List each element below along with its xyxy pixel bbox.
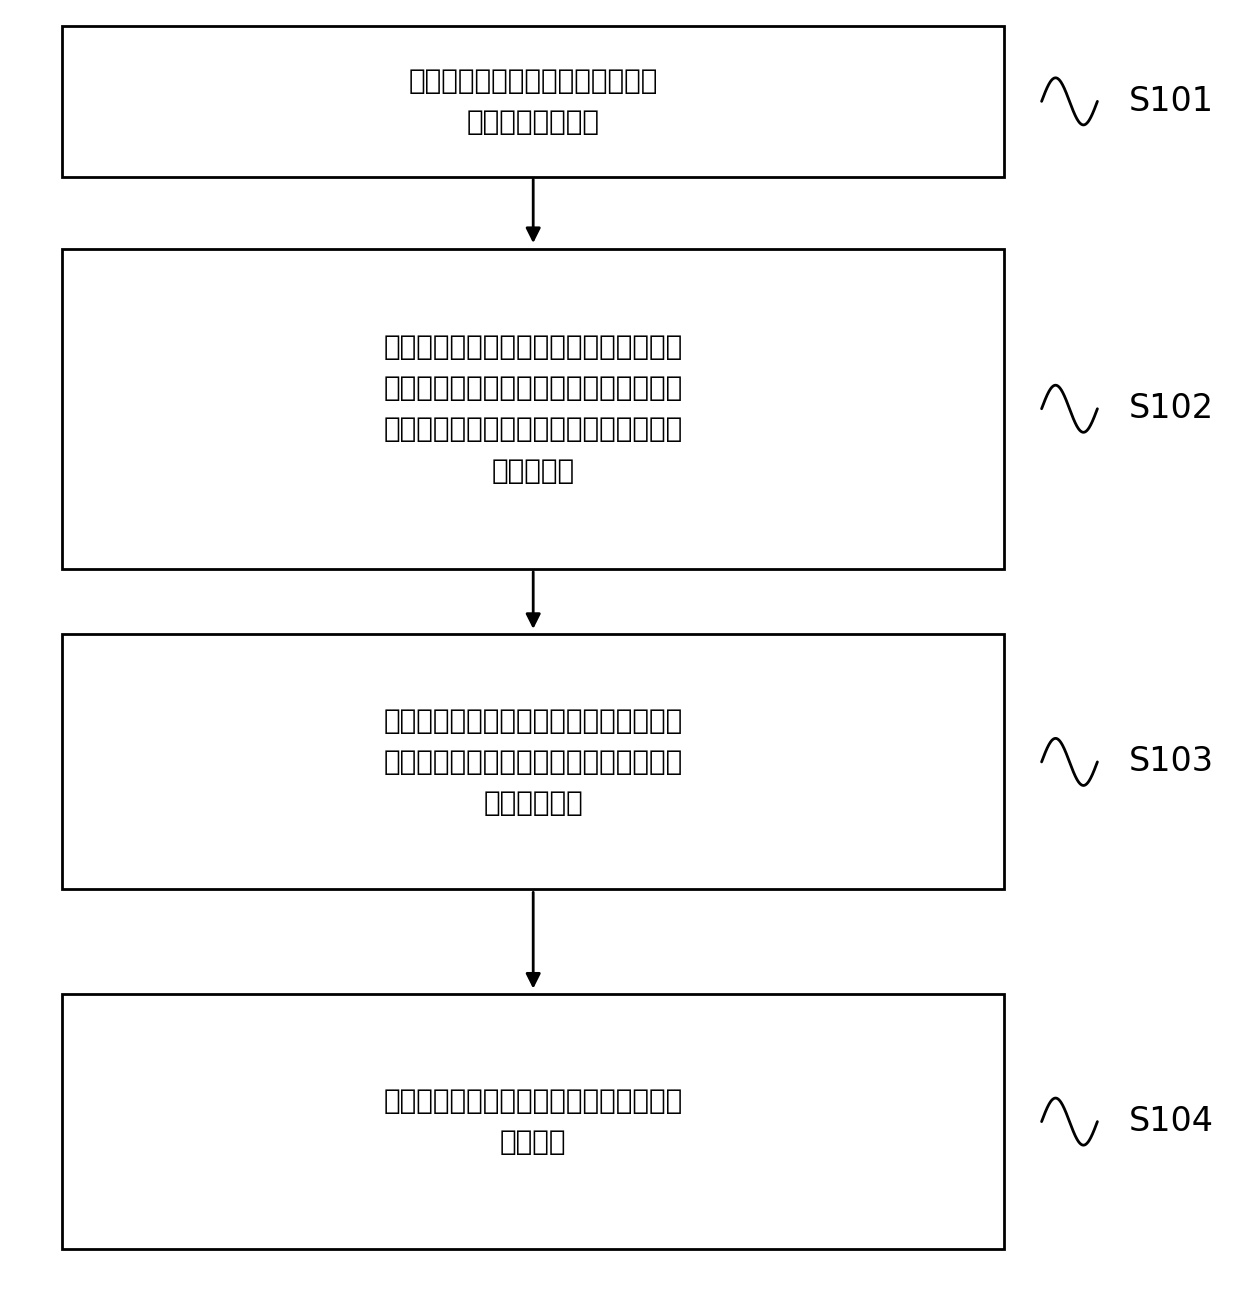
- Text: S104: S104: [1128, 1105, 1214, 1138]
- Text: S101: S101: [1128, 85, 1214, 118]
- FancyBboxPatch shape: [62, 249, 1004, 569]
- Text: 第一控制器的处理器向第一可编程单元阵
列发送检索时间，使得第一可编程单元阵
列从寄存器中检索该检索时间对应的目标
编码器位置: 第一控制器的处理器向第一可编程单元阵 列发送检索时间，使得第一可编程单元阵 列从…: [383, 334, 683, 484]
- Text: 第一控制器的处理器将检索结果传输至第
二控制器: 第一控制器的处理器将检索结果传输至第 二控制器: [383, 1087, 683, 1156]
- FancyBboxPatch shape: [62, 634, 1004, 889]
- Text: 第一控制器的处理器接收第一可编程单元
阵列返回的检索结果，检索结果包括：目
标编码器位置: 第一控制器的处理器接收第一可编程单元 阵列返回的检索结果，检索结果包括：目 标编…: [383, 706, 683, 818]
- FancyBboxPatch shape: [62, 994, 1004, 1249]
- Text: 第一控制器的处理器获取来自第二
控制器的检索时间: 第一控制器的处理器获取来自第二 控制器的检索时间: [408, 67, 658, 136]
- FancyBboxPatch shape: [62, 26, 1004, 177]
- Text: S102: S102: [1128, 392, 1214, 425]
- Text: S103: S103: [1128, 746, 1214, 778]
